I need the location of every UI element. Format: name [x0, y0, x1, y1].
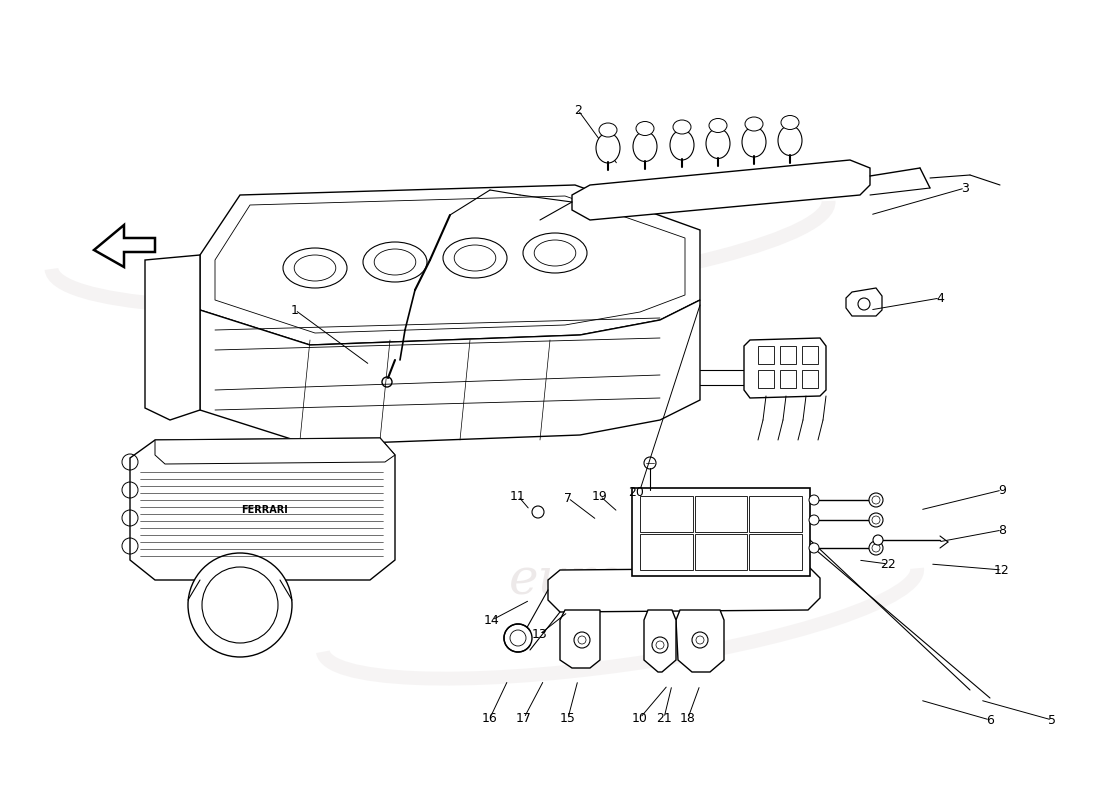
Text: 3: 3 — [961, 182, 969, 194]
Bar — [695, 534, 747, 570]
Text: 4: 4 — [936, 291, 944, 305]
Ellipse shape — [706, 129, 730, 158]
Text: 13: 13 — [532, 627, 548, 641]
Ellipse shape — [596, 133, 620, 163]
Polygon shape — [145, 255, 200, 420]
Ellipse shape — [632, 131, 657, 162]
Text: 7: 7 — [564, 491, 572, 505]
Polygon shape — [560, 610, 600, 668]
Polygon shape — [644, 610, 676, 672]
Text: 17: 17 — [516, 711, 532, 725]
Text: FERRARI: FERRARI — [242, 505, 288, 515]
Ellipse shape — [636, 122, 654, 135]
Text: 2: 2 — [574, 103, 582, 117]
Polygon shape — [676, 610, 724, 672]
Text: 6: 6 — [986, 714, 994, 726]
Text: 1: 1 — [292, 303, 299, 317]
Text: 19: 19 — [592, 490, 608, 502]
Text: 15: 15 — [560, 711, 576, 725]
Polygon shape — [744, 338, 826, 398]
Circle shape — [869, 541, 883, 555]
Bar — [802, 346, 818, 364]
Ellipse shape — [745, 117, 763, 131]
Circle shape — [869, 493, 883, 507]
Ellipse shape — [781, 115, 799, 130]
Circle shape — [808, 543, 820, 553]
Text: 5: 5 — [1048, 714, 1056, 726]
Text: 18: 18 — [680, 711, 696, 725]
Ellipse shape — [710, 118, 727, 133]
Bar — [749, 534, 802, 570]
Circle shape — [188, 553, 292, 657]
Text: 21: 21 — [656, 711, 672, 725]
Circle shape — [869, 513, 883, 527]
Polygon shape — [200, 185, 700, 345]
Ellipse shape — [670, 130, 694, 160]
Text: 12: 12 — [994, 563, 1010, 577]
Bar — [640, 534, 693, 570]
Polygon shape — [130, 438, 395, 580]
Text: 10: 10 — [632, 711, 648, 725]
Ellipse shape — [600, 123, 617, 137]
Polygon shape — [200, 300, 700, 445]
Text: eurospares: eurospares — [189, 246, 471, 294]
Text: 14: 14 — [484, 614, 499, 626]
Bar — [780, 370, 796, 388]
Ellipse shape — [742, 127, 766, 157]
Text: 16: 16 — [482, 711, 498, 725]
Text: 22: 22 — [880, 558, 895, 570]
Circle shape — [873, 535, 883, 545]
Ellipse shape — [778, 126, 802, 155]
Polygon shape — [155, 438, 395, 464]
Text: eurospares: eurospares — [509, 555, 791, 605]
Text: 8: 8 — [998, 523, 1006, 537]
Bar — [632, 488, 810, 576]
Bar — [640, 496, 693, 532]
Text: 9: 9 — [998, 483, 1005, 497]
Circle shape — [808, 515, 820, 525]
Bar — [758, 346, 774, 364]
Polygon shape — [572, 160, 870, 220]
Bar — [749, 496, 802, 532]
Bar — [758, 370, 774, 388]
Circle shape — [504, 624, 532, 652]
Circle shape — [808, 495, 820, 505]
Bar — [695, 496, 747, 532]
Bar — [780, 346, 796, 364]
Text: 11: 11 — [510, 490, 526, 502]
Polygon shape — [548, 568, 820, 612]
Bar — [802, 370, 818, 388]
Text: 20: 20 — [628, 486, 643, 499]
Ellipse shape — [673, 120, 691, 134]
